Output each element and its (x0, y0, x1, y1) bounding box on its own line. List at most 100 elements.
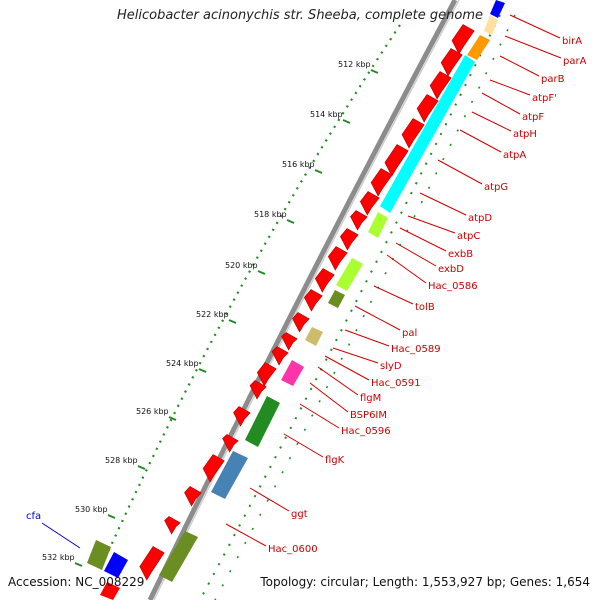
gene-label-leader-line (419, 192, 467, 216)
genome-backbone (147, 0, 458, 600)
forward-gene-arrow[interactable] (401, 118, 425, 149)
kbp-tick-mark (314, 169, 323, 174)
genome-title: Helicobacter acinonychis str. Sheeba, co… (116, 8, 483, 23)
gene-label[interactable]: atpG (484, 182, 508, 193)
accession-label: Accession: NC_008229 (8, 575, 145, 589)
gene-label[interactable]: pal (402, 328, 417, 339)
kbp-tick-label: 518 kbp (254, 210, 287, 219)
forward-gene-arrow[interactable] (429, 71, 452, 100)
gene-block-flgK[interactable] (245, 396, 280, 447)
gene-block-cfa-red[interactable] (100, 582, 120, 600)
feature-track-guide-1 (199, 14, 501, 600)
gene-block-birA-blue[interactable] (490, 0, 505, 18)
gene-block-exbB[interactable] (368, 212, 388, 238)
gene-block-ggt[interactable] (211, 451, 248, 499)
forward-gene-arrow[interactable] (281, 332, 298, 351)
forward-gene-arrow[interactable] (222, 434, 239, 453)
kbp-tick-label: 526 kbp (136, 407, 169, 416)
gene-labels: birA parA parB atpF' atpF atpH atpA atpG atpD atp… (26, 14, 587, 555)
kbp-tick-label: 516 kbp (282, 160, 315, 169)
gene-label[interactable]: parA (563, 56, 587, 67)
forward-gene-arrow[interactable] (416, 94, 439, 123)
gene-block-tolB[interactable] (336, 258, 363, 291)
forward-gene-arrow[interactable] (440, 48, 463, 77)
gene-label[interactable]: BSP6IM (350, 410, 387, 421)
backbone-shadow (153, 0, 460, 600)
gene-label[interactable]: Hac_0586 (428, 281, 478, 292)
gene-label[interactable]: parB (541, 74, 565, 85)
forward-gene-arrow[interactable] (370, 168, 393, 197)
gene-block-atp-operon[interactable] (380, 55, 475, 213)
gene-label-leader-line (324, 355, 370, 381)
gene-label[interactable]: exbB (448, 249, 473, 260)
gene-label[interactable]: exbD (438, 264, 464, 275)
kbp-tick-mark (137, 465, 146, 470)
gene-label-leader-line (471, 111, 512, 132)
forward-gene-arrow[interactable] (139, 546, 165, 581)
gene-label[interactable]: atpA (503, 150, 526, 161)
gene-block-parA[interactable] (467, 35, 490, 60)
gene-label[interactable]: atpH (513, 129, 537, 140)
gene-label[interactable]: cfa (26, 511, 41, 522)
forward-gene-arrow[interactable] (327, 246, 348, 271)
forward-gene-arrow[interactable] (292, 312, 310, 333)
gene-label-leader-line (459, 129, 502, 153)
gene-block-pal[interactable] (328, 290, 345, 308)
forward-gene-arrow[interactable] (304, 289, 323, 312)
feature-blocks (87, 0, 505, 600)
kbp-tick-mark (74, 562, 83, 567)
gene-label[interactable]: slyD (380, 361, 402, 372)
gene-label[interactable]: birA (562, 36, 582, 47)
gene-label[interactable]: Hac_0596 (341, 426, 391, 437)
gene-label[interactable]: Hac_0591 (371, 378, 421, 389)
forward-gene-arrow[interactable] (233, 406, 251, 427)
gene-label-leader-line (407, 215, 456, 234)
forward-gene-arrow[interactable] (359, 191, 380, 216)
gene-label[interactable]: atpF (522, 112, 544, 123)
gene-block-Hac_0600[interactable] (159, 531, 198, 582)
gene-block-slyD[interactable] (305, 327, 323, 346)
gene-label[interactable]: flgK (325, 455, 345, 466)
forward-gene-arrow[interactable] (184, 486, 202, 507)
kbp-tick-mark (342, 119, 351, 124)
forward-gene-arrow[interactable] (384, 144, 409, 177)
kbp-tick-label: 512 kbp (338, 60, 371, 69)
kbp-tick-mark (257, 270, 266, 275)
gene-label[interactable]: ggt (291, 509, 308, 520)
gene-label-leader-line (225, 523, 267, 547)
kbp-tick-mark (168, 416, 177, 421)
kbp-tick-label: 514 kbp (310, 110, 343, 119)
gene-label-leader-line (499, 55, 540, 77)
kbp-tick-label: 520 kbp (225, 261, 258, 270)
gene-label[interactable]: atpC (457, 231, 480, 242)
forward-gene-arrow[interactable] (271, 346, 289, 366)
gene-label[interactable]: tolB (415, 302, 435, 313)
forward-gene-arrow[interactable] (202, 454, 225, 483)
gene-label-leader-line (317, 366, 359, 396)
kbp-tick-mark (107, 514, 116, 519)
gene-label-leader-line (249, 487, 290, 512)
gene-label[interactable]: Hac_0589 (391, 344, 441, 355)
forward-gene-arrow[interactable] (451, 24, 475, 55)
gene-label[interactable]: flgM (360, 393, 381, 404)
gene-label-leader-line (509, 14, 561, 39)
gene-block-BSP6IM[interactable] (281, 360, 304, 386)
gene-label[interactable]: Hac_0600 (268, 544, 318, 555)
gene-label-leader-line (299, 403, 340, 429)
forward-gene-arrow[interactable] (249, 380, 267, 400)
gene-label[interactable]: atpD (468, 213, 492, 224)
kbp-tick-label: 532 kbp (42, 553, 75, 562)
forward-gene-arrow[interactable] (164, 516, 181, 535)
forward-gene-arrow[interactable] (340, 228, 359, 251)
gene-label-leader-line (489, 79, 531, 96)
gene-block-birA[interactable] (484, 15, 498, 35)
kbp-tick-mark (286, 219, 295, 224)
gene-block-cfa-blue[interactable] (104, 552, 128, 578)
kbp-tick-label: 522 kbp (196, 310, 229, 319)
forward-gene-arrow[interactable] (256, 362, 277, 387)
forward-gene-arrow[interactable] (350, 210, 368, 231)
forward-gene-arrow[interactable] (314, 268, 335, 293)
gene-block-cfa-green[interactable] (87, 540, 111, 570)
gene-label-leader-line (354, 305, 401, 331)
gene-label[interactable]: atpF' (532, 93, 557, 104)
